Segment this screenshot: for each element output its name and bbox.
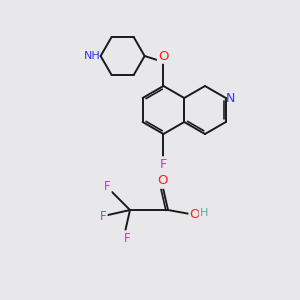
Text: O: O: [158, 175, 168, 188]
Text: F: F: [100, 211, 106, 224]
Text: O: O: [190, 208, 200, 220]
Text: O: O: [158, 50, 169, 62]
Text: F: F: [104, 181, 110, 194]
Text: H: H: [200, 208, 208, 218]
Text: F: F: [160, 158, 167, 170]
Text: NH: NH: [84, 51, 101, 61]
Text: F: F: [124, 232, 130, 244]
Text: N: N: [226, 92, 236, 104]
